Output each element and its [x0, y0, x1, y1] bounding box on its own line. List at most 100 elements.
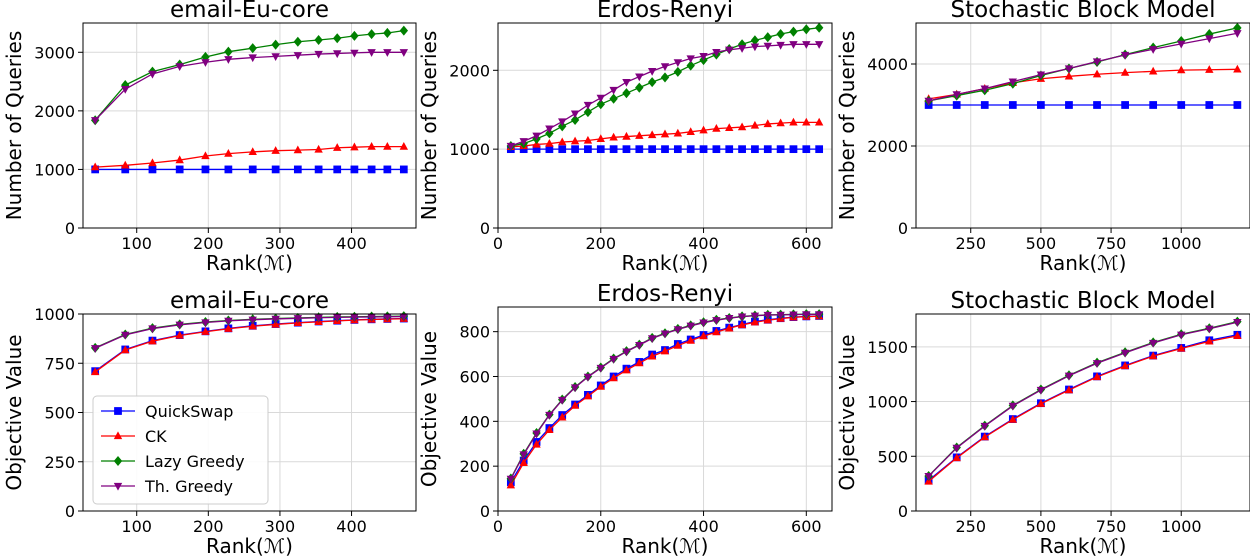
data-point-ck — [980, 432, 989, 441]
data-point-quickswap — [952, 101, 961, 109]
x-axis-label: Rank(ℳ) — [206, 534, 293, 556]
data-point-ck — [248, 321, 257, 330]
data-point-ck — [1148, 66, 1158, 75]
y-tick-label: 0 — [65, 219, 75, 238]
data-point-th-greedy — [622, 348, 631, 357]
data-point-th-greedy — [647, 335, 657, 344]
plot-frame — [915, 22, 1250, 229]
chart-panel-3: 250 500 750 1000 0 2000 4000 Stochastic Block M… — [835, 0, 1250, 275]
x-tick-label: 400 — [688, 234, 719, 253]
legend-label-th-greedy: Th. Greedy — [144, 477, 233, 496]
x-tick-label: 400 — [336, 517, 367, 536]
y-tick-label: 2000 — [34, 102, 75, 121]
data-point-quickswap — [271, 165, 280, 174]
data-point-th-greedy — [635, 73, 644, 82]
data-point-ck — [596, 134, 605, 143]
data-point-quickswap — [350, 165, 359, 174]
y-tick-label: 0 — [898, 502, 908, 521]
x-tick-label: 750 — [1096, 517, 1127, 536]
data-point-ck — [201, 151, 210, 160]
data-point-ck — [293, 145, 303, 154]
data-point-th-greedy — [924, 97, 933, 106]
data-point-th-greedy — [776, 41, 785, 50]
data-point-th-greedy — [660, 63, 670, 71]
data-point-quickswap — [980, 101, 989, 109]
data-point-ck — [699, 125, 708, 134]
chart-title: email-Eu-core — [170, 288, 329, 314]
series-line-th-greedy — [928, 321, 1238, 477]
data-point-ck — [609, 373, 618, 382]
data-point-ck — [737, 320, 747, 329]
x-tick-label: 750 — [1096, 234, 1127, 253]
series-line-th-greedy — [94, 51, 404, 121]
data-point-quickswap — [648, 145, 657, 154]
data-point-th-greedy — [1148, 46, 1158, 54]
data-point-ck — [1008, 414, 1018, 423]
data-point-th-greedy — [583, 101, 593, 110]
data-point-th-greedy — [558, 118, 567, 127]
data-point-th-greedy — [314, 314, 323, 323]
data-point-ck — [750, 317, 760, 326]
data-point-quickswap — [367, 165, 376, 174]
data-point-th-greedy — [558, 396, 567, 405]
chart-title: Erdos-Renyi — [597, 281, 733, 307]
data-point-ck — [90, 162, 100, 171]
data-point-ck — [399, 141, 409, 150]
data-point-th-greedy — [924, 473, 933, 481]
data-point-ck — [506, 480, 516, 489]
data-point-lazy-greedy — [609, 93, 618, 104]
data-point-lazy-greedy — [271, 39, 280, 50]
data-point-quickswap — [1233, 101, 1242, 109]
data-point-ck — [1233, 64, 1242, 73]
data-point-ck — [622, 131, 631, 140]
data-point-ck — [1120, 67, 1130, 76]
data-point-th-greedy — [699, 52, 708, 61]
x-tick-label: 100 — [121, 234, 152, 253]
data-point-th-greedy — [293, 52, 303, 60]
data-point-ck — [248, 147, 257, 156]
data-point-th-greedy — [201, 319, 210, 328]
data-point-th-greedy — [90, 345, 100, 353]
data-point-ck — [647, 351, 657, 360]
data-point-quickswap — [1149, 101, 1158, 109]
data-point-quickswap — [248, 165, 257, 174]
data-point-th-greedy — [980, 422, 989, 431]
data-point-th-greedy — [224, 317, 233, 326]
data-point-ck — [725, 323, 734, 332]
data-point-th-greedy — [609, 86, 618, 95]
data-point-quickswap — [571, 145, 579, 154]
legend-box — [92, 395, 269, 505]
data-point-quickswap — [815, 145, 824, 154]
data-point-ck — [673, 340, 683, 349]
data-point-th-greedy — [1064, 372, 1074, 381]
chart-title: email-Eu-core — [170, 0, 329, 23]
data-point-th-greedy — [1233, 30, 1242, 38]
y-tick-label: 3000 — [34, 43, 75, 62]
data-point-th-greedy — [333, 50, 342, 59]
chart-title: Stochastic Block Model — [951, 0, 1216, 23]
data-point-ck — [1064, 385, 1074, 394]
data-point-ck — [545, 425, 554, 433]
x-tick-label: 250 — [955, 517, 986, 536]
data-point-quickswap — [776, 145, 785, 154]
data-point-th-greedy — [121, 331, 130, 340]
y-axis-label: Number of Queries — [835, 31, 859, 221]
y-tick-label: 0 — [898, 219, 908, 238]
chart-title: Erdos-Renyi — [597, 0, 733, 23]
x-tick-label: 1000 — [1161, 517, 1202, 536]
data-point-quickswap — [383, 165, 392, 174]
data-point-th-greedy — [175, 321, 184, 330]
data-point-quickswap — [201, 165, 210, 174]
data-point-ck — [635, 358, 644, 367]
data-point-ck — [1064, 71, 1074, 80]
data-point-th-greedy — [383, 49, 392, 57]
y-tick-label: 2000 — [867, 137, 908, 156]
data-point-quickswap — [635, 145, 644, 154]
y-tick-label: 750 — [44, 354, 75, 373]
data-point-ck — [1177, 65, 1186, 74]
data-point-th-greedy — [367, 313, 376, 322]
data-point-lazy-greedy — [558, 121, 567, 132]
data-point-ck — [558, 412, 567, 421]
data-point-th-greedy — [1092, 360, 1102, 368]
data-point-ck — [121, 160, 130, 169]
